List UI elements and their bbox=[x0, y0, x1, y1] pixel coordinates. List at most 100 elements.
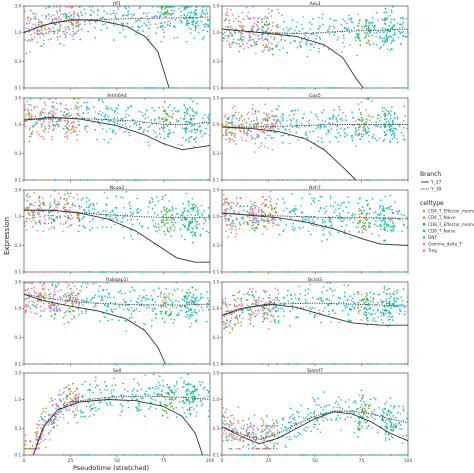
data-point bbox=[241, 317, 244, 320]
data-point bbox=[381, 40, 384, 43]
data-point bbox=[330, 128, 333, 130]
data-point bbox=[188, 27, 190, 29]
data-point bbox=[72, 120, 75, 123]
data-point bbox=[202, 5, 205, 8]
data-point bbox=[185, 17, 187, 20]
data-point bbox=[357, 103, 360, 105]
data-point bbox=[265, 219, 267, 222]
data-point bbox=[200, 15, 202, 17]
data-point bbox=[66, 127, 69, 130]
data-point bbox=[103, 191, 106, 194]
data-point bbox=[31, 179, 33, 181]
data-point bbox=[277, 119, 280, 122]
data-point bbox=[314, 363, 316, 365]
data-point bbox=[407, 32, 409, 35]
data-point bbox=[330, 87, 332, 89]
data-point bbox=[57, 201, 60, 203]
data-point bbox=[187, 295, 190, 297]
data-point bbox=[249, 288, 251, 291]
data-point bbox=[252, 302, 255, 305]
data-point bbox=[124, 292, 126, 295]
data-point bbox=[372, 87, 374, 89]
data-point bbox=[400, 131, 403, 134]
data-point bbox=[39, 112, 42, 115]
data-point bbox=[127, 13, 130, 15]
data-point bbox=[35, 306, 38, 309]
data-point bbox=[300, 46, 302, 49]
data-point bbox=[101, 119, 104, 122]
data-point bbox=[114, 16, 117, 19]
data-point bbox=[274, 319, 276, 321]
data-point bbox=[118, 319, 121, 322]
data-point bbox=[48, 305, 50, 307]
data-point bbox=[380, 299, 383, 302]
data-point bbox=[165, 209, 167, 212]
y-tick-label: 0.3 bbox=[213, 243, 220, 248]
data-point bbox=[364, 221, 367, 224]
data-point bbox=[194, 214, 197, 217]
data-point bbox=[68, 17, 71, 19]
data-point bbox=[284, 271, 287, 273]
data-point bbox=[47, 5, 50, 8]
data-point bbox=[226, 198, 228, 201]
data-point bbox=[33, 105, 35, 108]
data-point bbox=[170, 271, 172, 273]
data-point bbox=[386, 48, 389, 51]
data-point bbox=[388, 206, 391, 209]
data-point bbox=[190, 213, 193, 216]
data-point bbox=[23, 222, 26, 225]
data-point bbox=[258, 38, 260, 40]
data-point bbox=[388, 303, 391, 306]
y-tick-label: 0.3 bbox=[15, 243, 22, 248]
data-point bbox=[29, 97, 32, 100]
data-point bbox=[271, 110, 273, 112]
data-point bbox=[366, 363, 369, 365]
data-point bbox=[262, 30, 265, 33]
data-point bbox=[44, 214, 46, 217]
data-point bbox=[63, 119, 66, 122]
data-point bbox=[291, 109, 293, 112]
data-point bbox=[255, 23, 258, 26]
data-point bbox=[364, 124, 367, 126]
data-point bbox=[42, 429, 44, 432]
data-point bbox=[232, 363, 235, 365]
data-point bbox=[392, 227, 395, 230]
data-point bbox=[288, 363, 290, 365]
data-point bbox=[324, 212, 326, 214]
data-point bbox=[381, 301, 384, 304]
data-point bbox=[92, 204, 95, 207]
data-point bbox=[189, 12, 192, 14]
data-point bbox=[400, 23, 403, 26]
data-point bbox=[128, 271, 131, 273]
data-point bbox=[229, 325, 231, 328]
data-point bbox=[251, 38, 254, 41]
data-point bbox=[373, 26, 375, 28]
data-point bbox=[85, 454, 87, 456]
data-point bbox=[148, 27, 150, 30]
data-point bbox=[239, 224, 242, 226]
data-point bbox=[29, 9, 32, 12]
data-point bbox=[126, 219, 129, 222]
data-point bbox=[158, 128, 161, 130]
data-point bbox=[194, 303, 197, 306]
data-point bbox=[270, 218, 273, 221]
data-point bbox=[375, 363, 377, 365]
data-point bbox=[325, 271, 328, 273]
data-point bbox=[390, 295, 392, 298]
data-point bbox=[378, 137, 381, 140]
data-point bbox=[85, 196, 88, 199]
data-point bbox=[25, 220, 28, 223]
data-point bbox=[166, 11, 168, 13]
data-point bbox=[407, 87, 409, 89]
data-point bbox=[223, 198, 225, 200]
data-point bbox=[163, 321, 166, 323]
data-point bbox=[65, 131, 67, 134]
data-point bbox=[378, 119, 381, 122]
data-point bbox=[130, 363, 132, 365]
data-point bbox=[358, 19, 361, 22]
data-point bbox=[176, 212, 179, 215]
data-point bbox=[295, 25, 298, 28]
data-point bbox=[48, 127, 50, 130]
data-point bbox=[163, 298, 166, 301]
data-point bbox=[52, 295, 55, 298]
